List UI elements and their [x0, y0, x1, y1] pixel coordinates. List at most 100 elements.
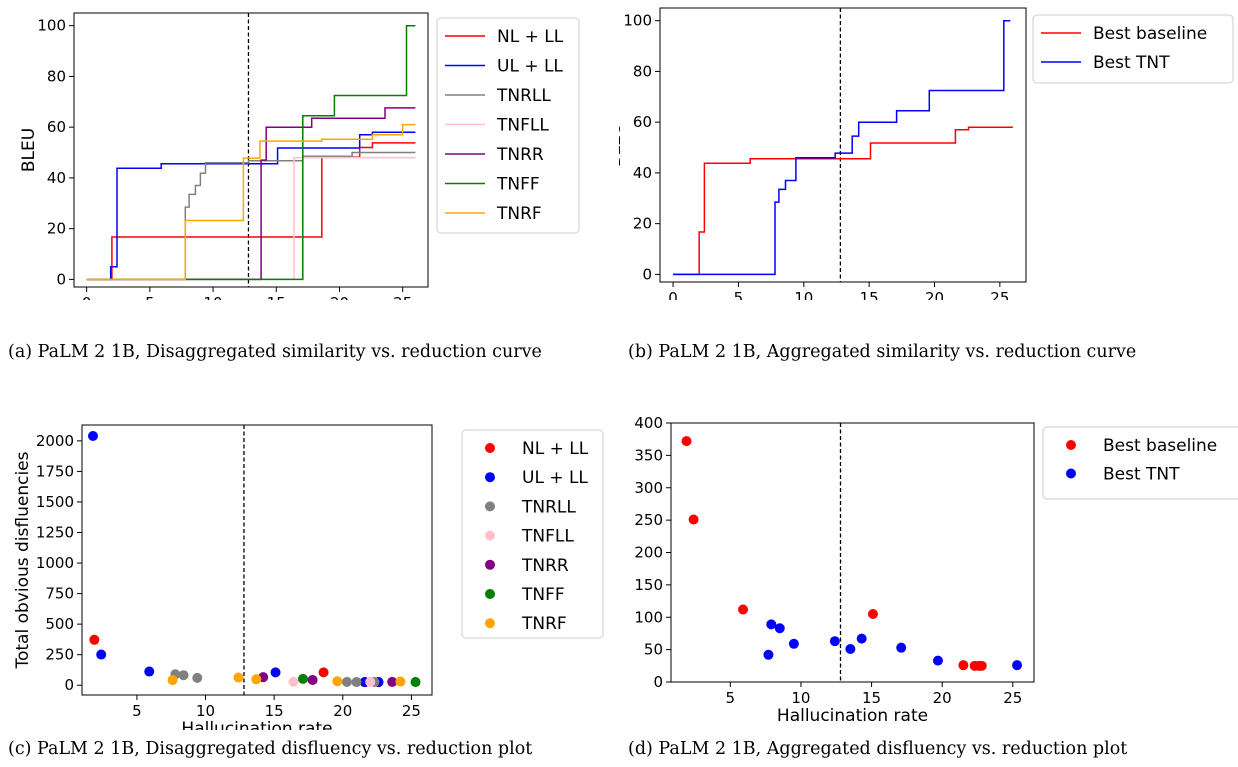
- chart-c-legend-tnfll-swatch: [485, 530, 495, 541]
- chart-c-legend: [461, 429, 604, 639]
- chart-b-y-tick-label: 60: [633, 113, 652, 131]
- chart-d-series-best-tnt-point: [829, 636, 840, 647]
- chart-d-series-best-tnt-point: [932, 655, 943, 666]
- chart-a-legend-ul-ll-label: UL + LL: [497, 57, 563, 77]
- chart-d-svg: 5 10 15 20 25050100150200250300350400Halluci…: [602, 414, 1238, 726]
- chart-a-y-tick-label: 20: [47, 220, 66, 238]
- chart-c-legend-tnff-swatch: [485, 589, 495, 599]
- chart-a-series-tnff-line: [86, 24, 416, 281]
- chart-d-series-best-tnt-point: [774, 623, 785, 634]
- chart-b-x-tick-label: 25: [990, 289, 1009, 300]
- caption-d: (d) PaLM 2 1B, Aggregated disfluency vs.…: [628, 739, 1128, 759]
- chart-d-series-best-baseline-point: [681, 436, 692, 447]
- chart-c-y-axis-label: Total obvious disfluencies: [13, 451, 33, 669]
- chart-b-y-tick-label: 0: [642, 265, 652, 283]
- chart-a-series-tnrr-line: [86, 107, 416, 281]
- chart-a-x-tick-label: 15: [267, 294, 286, 300]
- chart-c-y-tick-label: 1250: [36, 524, 74, 542]
- chart-d-y-tick-label: 0: [653, 673, 663, 691]
- chart-b-x-tick-label: 5: [734, 289, 744, 300]
- caption-a: (a) PaLM 2 1B, Disaggregated similarity …: [8, 342, 542, 362]
- chart-d-x-tick-label: 15: [862, 689, 881, 707]
- chart-a-legend-tnrf-label: TNRF: [496, 204, 542, 224]
- chart-d-legend: [1042, 426, 1238, 500]
- chart-a-y-tick-label: 60: [47, 118, 66, 136]
- chart-a-legend-tnrr-label: TNRR: [496, 145, 544, 165]
- chart-c-legend-nl-ll-swatch: [485, 443, 495, 453]
- chart-c-series-tnrll-point: [351, 677, 362, 688]
- chart-c-series-tnrr-point: [307, 674, 318, 685]
- chart-d-series-best-tnt-point: [856, 633, 867, 644]
- chart-c-legend-ul-ll-label: UL + LL: [522, 468, 588, 488]
- chart-c-svg: 5 10 15 20 25025050075010001250150017502000H…: [13, 424, 604, 739]
- chart-a-x-tick-label: 5: [145, 294, 155, 300]
- chart-a-axes-frame: [73, 12, 429, 288]
- chart-d-legend-best-tnt-swatch: [1066, 468, 1076, 479]
- chart-c-legend-tnrll-label: TNRLL: [521, 497, 576, 517]
- chart-a-svg: 0510152025020406080100Hallucination rate…: [19, 12, 580, 331]
- chart-c-x-tick-label: 20: [333, 702, 352, 720]
- chart-c-x-tick-label: 5: [132, 702, 142, 720]
- chart-c-series-tnrf-point: [167, 675, 178, 686]
- chart-d-series-best-baseline-point: [867, 609, 878, 620]
- chart-d-series-best-tnt-point: [1012, 660, 1023, 671]
- chart-b-x-tick-label: 0: [668, 289, 678, 300]
- chart-c-series-tnff-point: [297, 673, 308, 684]
- chart-b-y-tick-label: 100: [623, 12, 652, 30]
- chart-d-x-axis-label: Hallucination rate: [777, 706, 928, 726]
- chart-c-x-tick-label: 15: [265, 702, 284, 720]
- chart-d-series-best-baseline-point: [958, 660, 969, 671]
- chart-d-x-tick-label: 5: [726, 689, 736, 707]
- chart-c-series-nl-ll-point: [318, 667, 329, 678]
- chart-b-svg: 0510152025020406080100Hallucination rate…: [605, 7, 1234, 326]
- chart-c-series-tnff-point: [410, 677, 421, 688]
- chart-b-x-tick-label: 15: [860, 289, 879, 300]
- chart-a-series-ul-ll-line: [86, 131, 416, 281]
- chart-c-series-tnrll-point: [192, 672, 203, 683]
- chart-c-y-tick-label: 2000: [36, 432, 74, 450]
- chart-c-x-tick-label: 25: [402, 702, 421, 720]
- chart-c-series-ul-ll-point: [270, 667, 281, 678]
- chart-d-y-tick-label: 100: [634, 608, 663, 626]
- chart-a-y-axis-label: BLEU: [19, 128, 39, 172]
- chart-a-series-tnfll-line: [86, 156, 416, 281]
- chart-b-y-axis-label: BLEU: [619, 123, 625, 167]
- chart-a-x-tick-label: 20: [330, 294, 349, 300]
- chart-d-x-tick-label: 10: [791, 689, 810, 707]
- chart-a-legend-nl-ll-label: NL + LL: [497, 27, 564, 47]
- chart-c-series-tnrll-point: [178, 670, 189, 681]
- chart-a-x-tick-label: 0: [82, 294, 92, 300]
- chart-d-x-tick-label: 25: [1003, 689, 1022, 707]
- chart-a-y-tick-label: 40: [47, 169, 66, 187]
- chart-d-legend-best-baseline-swatch: [1066, 440, 1076, 450]
- chart-c-y-tick-label: 1500: [36, 493, 74, 511]
- chart-c-series-tnrf-point: [395, 676, 406, 687]
- chart-a-legend: [436, 17, 580, 234]
- chart-c-y-tick-label: 500: [45, 615, 74, 633]
- chart-d-series-best-tnt-point: [788, 638, 799, 649]
- chart-c-legend-nl-ll-label: NL + LL: [522, 439, 589, 459]
- chart-d-legend-best-baseline-label: Best baseline: [1103, 436, 1217, 456]
- chart-b-y-tick-label: 20: [633, 215, 652, 233]
- chart-b-series-best-baseline-line: [673, 126, 1013, 276]
- chart-d-x-tick-label: 20: [933, 689, 952, 707]
- chart-c-y-tick-label: 750: [45, 585, 74, 603]
- chart-d-legend-best-tnt-label: Best TNT: [1103, 465, 1180, 485]
- panel-a: 0510152025020406080100Hallucination rate…: [0, 0, 619, 331]
- chart-c-x-axis-label: Hallucination rate: [181, 719, 332, 730]
- chart-a-legend-tnfll-label: TNFLL: [496, 116, 549, 136]
- chart-b-y-tick-label: 40: [633, 164, 652, 182]
- chart-c-y-tick-label: 1750: [36, 462, 74, 480]
- chart-a-series-tnrf-line: [86, 123, 416, 281]
- chart-a-legend-tnrll-label: TNRLL: [496, 86, 551, 106]
- panel-d: 5 10 15 20 25 0 50 100 150 200 250 300 350 400 Halluci…: [602, 405, 1238, 730]
- chart-c-y-tick-label: 250: [45, 646, 74, 664]
- chart-c-series-ul-ll-point: [87, 430, 98, 441]
- chart-c-x-tick-label: 10: [196, 702, 215, 720]
- chart-b-legend: [1032, 14, 1234, 84]
- caption-c: (c) PaLM 2 1B, Disaggregated disfluency …: [8, 739, 533, 759]
- chart-d-series-best-baseline-point: [738, 604, 749, 615]
- chart-c-y-tick-label: 0: [64, 676, 74, 694]
- chart-a-legend-tnff-label: TNFF: [496, 175, 540, 195]
- chart-d-y-tick-label: 250: [634, 511, 663, 529]
